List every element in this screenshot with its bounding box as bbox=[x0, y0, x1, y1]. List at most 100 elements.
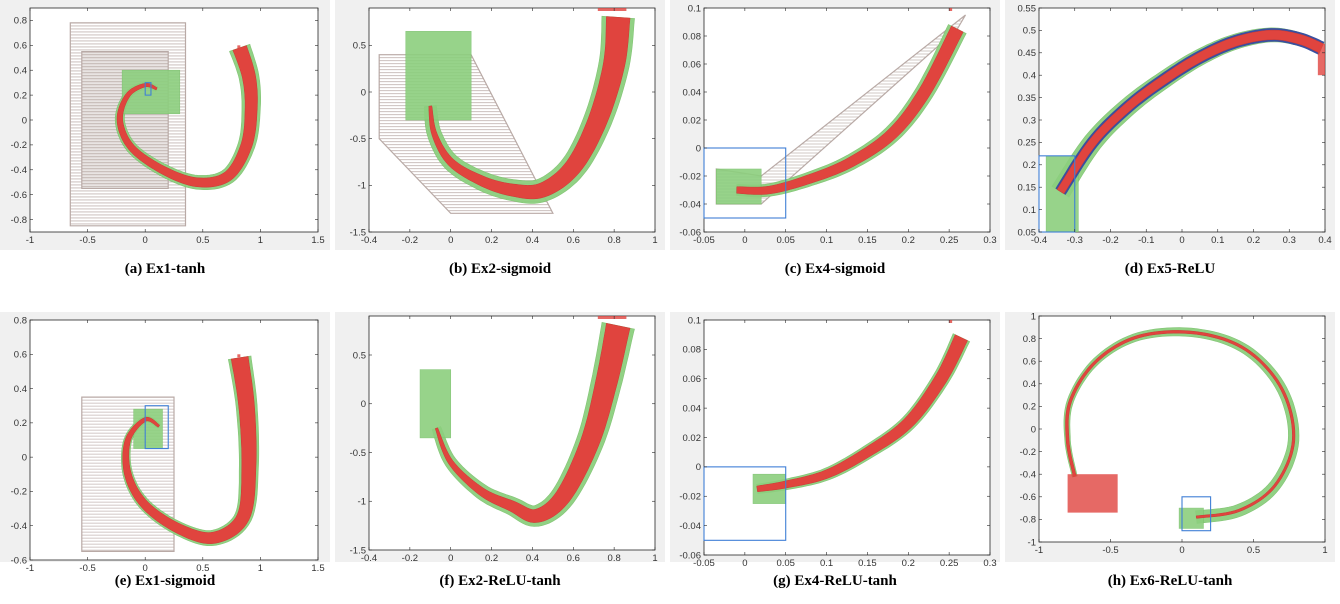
chart-panel-c: -0.05 0 0.05 0.1 0.15 0.2 0.25 0.3 -0.06 -0.04 -0.… bbox=[670, 0, 1000, 292]
y-tick-label: 0 bbox=[361, 399, 366, 410]
x-tick-label: 1 bbox=[652, 235, 657, 246]
x-tick-label: -0.2 bbox=[1102, 235, 1118, 246]
y-tick-label: 0.5 bbox=[1023, 26, 1036, 37]
x-tick-label: 0 bbox=[143, 235, 148, 246]
x-tick-label: -0.2 bbox=[402, 235, 418, 246]
x-tick-label: -0.05 bbox=[693, 558, 715, 569]
chart-panel-a: -1 -0.5 0 0.5 1 1.5 -0.8 -0.6 -0.4 -0.2 0 0.2 0.4 0.6… bbox=[0, 0, 330, 292]
y-tick-label: 0.4 bbox=[14, 384, 27, 395]
y-tick-label: -0.4 bbox=[1020, 470, 1036, 481]
y-tick-label: 0.35 bbox=[1018, 93, 1037, 104]
x-tick-label: 1 bbox=[1322, 545, 1327, 556]
x-tick-label: 0.6 bbox=[567, 235, 580, 246]
y-tick-label: 0.2 bbox=[1023, 402, 1036, 413]
x-tick-label: 0.8 bbox=[608, 235, 621, 246]
y-tick-label: -0.8 bbox=[1020, 515, 1036, 526]
y-tick-label: 0.02 bbox=[683, 433, 702, 444]
chart-caption-g: (g) Ex4-ReLU-tanh bbox=[773, 573, 897, 589]
reach-tube bbox=[1056, 29, 1324, 195]
chart-svg-a: -1 -0.5 0 0.5 1 1.5 -0.8 -0.6 -0.4 -0.2 0 0.2 0.4 0.6… bbox=[0, 0, 330, 250]
plot-content bbox=[81, 354, 260, 552]
y-tick-label: 0.3 bbox=[1023, 115, 1036, 126]
x-tick-label: 0.15 bbox=[858, 558, 877, 569]
y-tick-label: 0.1 bbox=[688, 3, 701, 14]
x-tick-label: 0.3 bbox=[1283, 235, 1296, 246]
y-tick-label: 0.1 bbox=[688, 315, 701, 326]
y-tick-label: 0 bbox=[696, 462, 701, 473]
y-tick-label: 0.55 bbox=[1018, 3, 1037, 14]
reach-tube bbox=[428, 16, 631, 200]
x-tick-label: -0.1 bbox=[1138, 235, 1154, 246]
y-tick-label: -0.4 bbox=[11, 521, 27, 532]
x-tick-label: 0.3 bbox=[983, 558, 996, 569]
bloat-box bbox=[1178, 507, 1204, 529]
x-tick-label: 0 bbox=[1179, 545, 1184, 556]
y-tick-label: 0.4 bbox=[14, 66, 27, 77]
x-tick-label: -0.4 bbox=[1031, 235, 1047, 246]
x-tick-label: 0 bbox=[448, 235, 453, 246]
y-tick-label: 0.5 bbox=[353, 350, 366, 361]
y-tick-label: -0.2 bbox=[1020, 447, 1036, 458]
y-tick-label: -0.6 bbox=[1020, 492, 1036, 503]
x-tick-label: 0.2 bbox=[1247, 235, 1260, 246]
x-tick-label: 0.2 bbox=[485, 553, 498, 564]
x-tick-label: -0.4 bbox=[361, 553, 377, 564]
x-tick-label: 0.2 bbox=[902, 235, 915, 246]
y-tick-label: -0.06 bbox=[679, 550, 701, 561]
x-tick-label: 0.4 bbox=[1318, 235, 1331, 246]
x-tick-label: 0.2 bbox=[902, 558, 915, 569]
x-tick-label: 1.5 bbox=[311, 235, 324, 246]
x-tick-label: 0.4 bbox=[526, 553, 539, 564]
plot-content bbox=[1045, 27, 1325, 232]
reach-tip bbox=[949, 8, 953, 11]
y-tick-label: 0.5 bbox=[353, 41, 366, 52]
y-tick-label: 0.8 bbox=[1023, 334, 1036, 345]
reach-tip bbox=[237, 354, 241, 358]
chart-svg-h: -1 -0.5 0 0.5 1 -1 -0.8 -0.6 -0.4 -0.2 0 0.2 0.4 0.6 0… bbox=[1005, 311, 1335, 562]
reach-tube bbox=[756, 334, 968, 492]
y-tick-label: -0.02 bbox=[679, 492, 701, 503]
bloat-box bbox=[419, 369, 452, 439]
y-tick-label: 0.45 bbox=[1018, 48, 1037, 59]
x-tick-label: 1 bbox=[258, 563, 263, 574]
x-tick-label: 0.2 bbox=[485, 235, 498, 246]
y-tick-label: 0.06 bbox=[683, 59, 702, 70]
chart-panel-d: -0.4 -0.3 -0.2 -0.1 0 0.1 0.2 0.3 0.4 0.05 0.1 0.15… bbox=[1005, 0, 1335, 292]
chart-panel-e: -1 -0.5 0 0.5 1 1.5 -0.6 -0.4 -0.2 0 0.2 0.4 0.6 0.8 (… bbox=[0, 312, 330, 604]
x-tick-label: -0.5 bbox=[1102, 545, 1118, 556]
initial-set-box bbox=[703, 147, 787, 219]
x-tick-label: 0.5 bbox=[196, 235, 209, 246]
chart-svg-e: -1 -0.5 0 0.5 1 1.5 -0.6 -0.4 -0.2 0 0.2 0.4 0.6 0.8 bbox=[0, 312, 330, 574]
y-tick-label: -0.5 bbox=[350, 134, 366, 145]
chart-panel-f: -0.4 -0.2 0 0.2 0.4 0.6 0.8 1 -1.5 -1 -0.5 0 0.5 (f) … bbox=[335, 312, 665, 604]
reach-tip bbox=[1067, 474, 1118, 513]
x-tick-label: -0.05 bbox=[693, 235, 715, 246]
y-tick-label: 0.2 bbox=[14, 90, 27, 101]
bloat-box bbox=[133, 408, 163, 449]
y-tick-label: 0 bbox=[361, 87, 366, 98]
y-tick-label: -0.2 bbox=[11, 140, 27, 151]
y-tick-label: -0.5 bbox=[350, 448, 366, 459]
y-tick-label: -0.6 bbox=[11, 555, 27, 566]
initial-set-box bbox=[703, 466, 787, 541]
y-tick-label: 0 bbox=[22, 115, 27, 126]
x-tick-label: -0.3 bbox=[1067, 235, 1083, 246]
y-tick-label: 0.1 bbox=[1023, 205, 1036, 216]
x-tick-label: 0 bbox=[742, 235, 747, 246]
plot-content bbox=[1063, 327, 1300, 529]
chart-panel-b: -0.4 -0.2 0 0.2 0.4 0.6 0.8 1 -1.5 -1 -0.5 0 0.5 (b) … bbox=[335, 0, 665, 292]
y-tick-label: 0.04 bbox=[683, 87, 702, 98]
y-tick-label: -0.4 bbox=[11, 165, 27, 176]
y-tick-label: 0.15 bbox=[1018, 183, 1037, 194]
x-tick-label: -0.5 bbox=[79, 563, 95, 574]
x-tick-label: -0.5 bbox=[79, 235, 95, 246]
y-tick-label: 0.8 bbox=[14, 315, 27, 326]
y-tick-label: 0.25 bbox=[1018, 138, 1037, 149]
reach-tip bbox=[597, 8, 627, 11]
chart-panel-h: -1 -0.5 0 0.5 1 -1 -0.8 -0.6 -0.4 -0.2 0 0.2 0.4 0.6 0… bbox=[1005, 311, 1335, 604]
reach-tube bbox=[116, 45, 258, 188]
reach-tip bbox=[237, 45, 241, 49]
y-tick-label: 0.06 bbox=[683, 374, 702, 385]
y-tick-label: 0 bbox=[1031, 424, 1036, 435]
